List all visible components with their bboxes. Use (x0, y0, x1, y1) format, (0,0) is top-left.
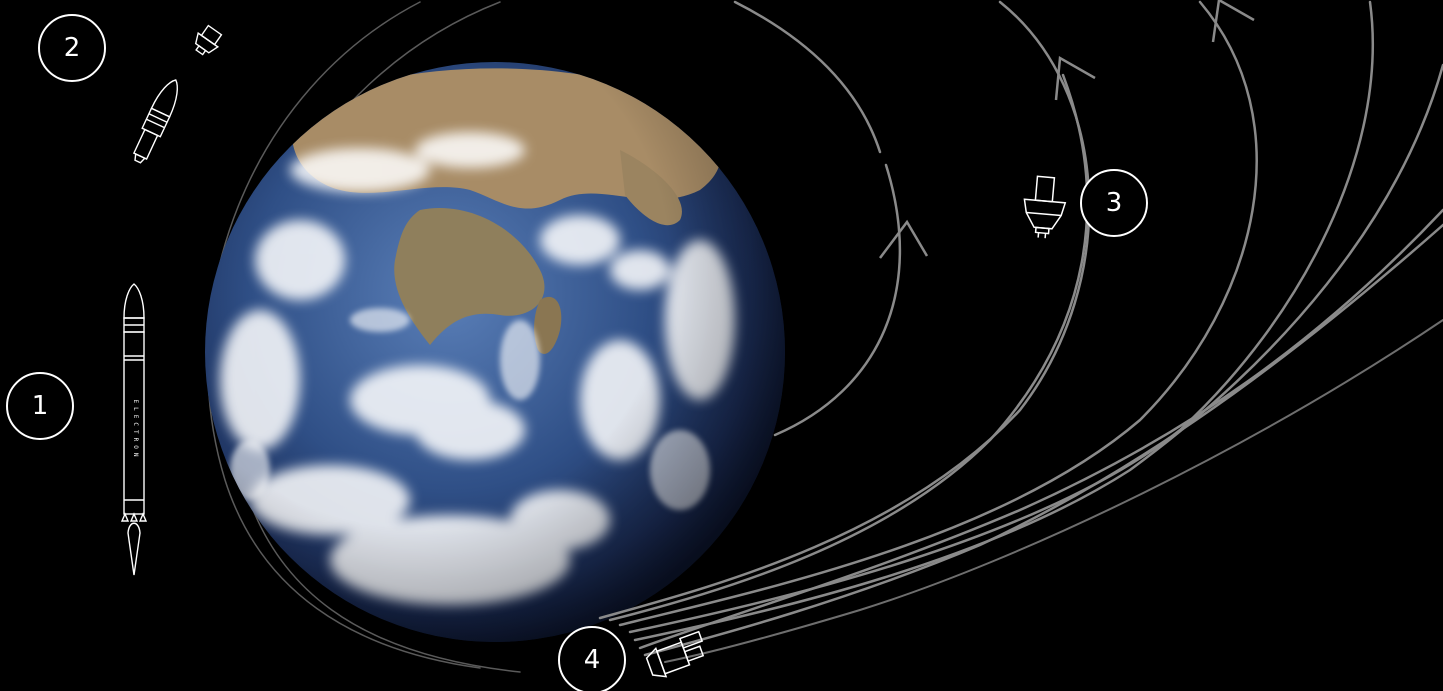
fairing-separation-icon (132, 79, 178, 164)
earth-globe (205, 62, 785, 642)
rocket-name-label: ELECTRON (132, 400, 139, 461)
orbit-path-step-3 (733, 0, 902, 437)
step-marker-4: 4 (558, 626, 626, 691)
orbit-arrow-upper-1 (1054, 55, 1096, 101)
step-marker-3: 3 (1080, 169, 1148, 237)
step-label-2: 2 (64, 33, 81, 63)
step-label-1: 1 (32, 391, 49, 421)
orbit-paths-outer (664, 319, 1443, 663)
orbit-arrow-upper-2 (1211, 0, 1255, 43)
satellite-icon (645, 630, 705, 678)
step-label-4: 4 (584, 645, 601, 675)
electron-rocket-icon (120, 283, 148, 576)
kick-stage-icon (1023, 175, 1067, 239)
payload-small-icon (194, 24, 223, 56)
orbit-paths-right (598, 0, 1443, 657)
orbit-arrow-step-3 (879, 219, 929, 259)
step-marker-1: 1 (6, 372, 74, 440)
step-label-3: 3 (1106, 188, 1123, 218)
step-marker-2: 2 (38, 14, 106, 82)
